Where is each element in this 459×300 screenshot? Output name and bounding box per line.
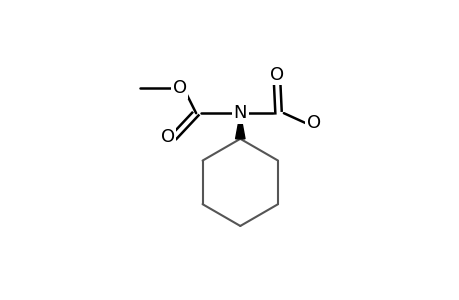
Text: N: N (233, 104, 246, 122)
Text: O: O (160, 128, 174, 146)
Polygon shape (235, 113, 245, 139)
Text: O: O (269, 66, 284, 84)
Text: O: O (306, 115, 320, 133)
Text: O: O (173, 79, 187, 97)
